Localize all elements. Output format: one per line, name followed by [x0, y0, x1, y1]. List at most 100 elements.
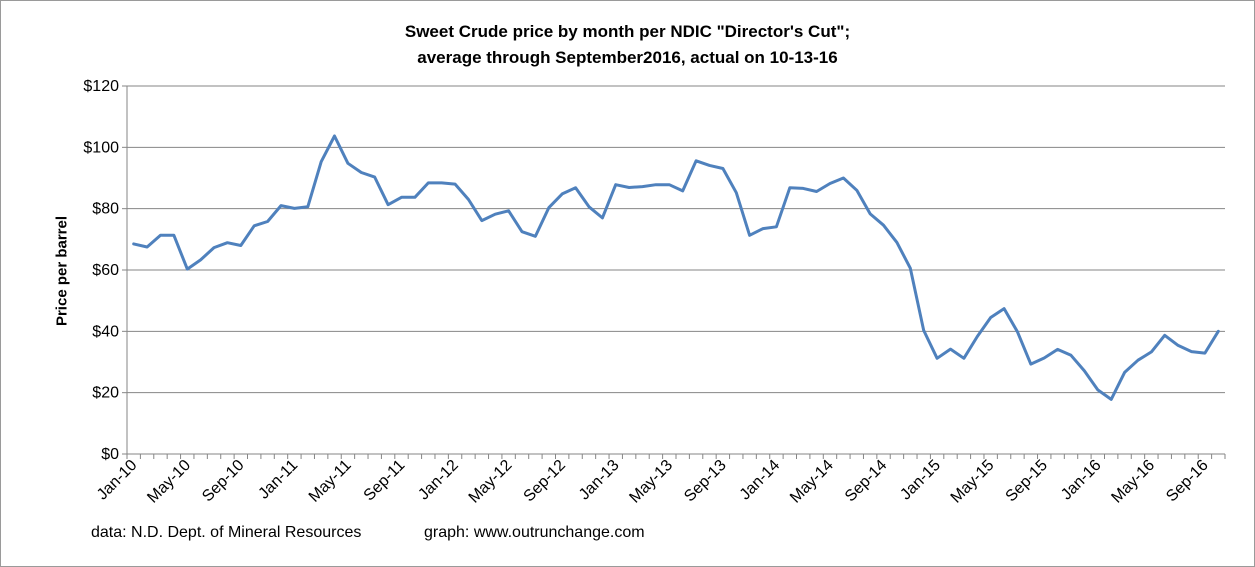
data-point: [440, 181, 443, 184]
data-point: [172, 234, 175, 237]
data-point: [815, 190, 818, 193]
x-tick-label: Sep-11: [361, 457, 409, 505]
y-tick-label: $80: [92, 201, 119, 218]
data-point: [775, 225, 778, 228]
data-point: [1043, 357, 1046, 360]
data-point: [668, 183, 671, 186]
chart-title-line-2: average through September2016, actual on…: [417, 48, 838, 67]
data-point: [480, 219, 483, 222]
data-point: [869, 212, 872, 215]
data-point: [547, 206, 550, 209]
data-point: [588, 205, 591, 208]
y-tick-label: $100: [83, 139, 119, 156]
data-point: [802, 187, 805, 190]
data-point: [1110, 398, 1113, 401]
data-point: [320, 160, 323, 163]
x-tick-label: May-12: [466, 457, 516, 507]
chart-title-line-1: Sweet Crude price by month per NDIC "Dir…: [404, 22, 851, 41]
data-point: [721, 167, 724, 170]
data-point: [1217, 330, 1220, 333]
data-point: [293, 207, 296, 210]
data-point: [708, 164, 711, 167]
data-point: [1123, 371, 1126, 374]
data-point: [882, 224, 885, 227]
data-point: [494, 213, 497, 216]
data-point: [266, 220, 269, 223]
data-point: [949, 348, 952, 351]
y-tick-label: $40: [92, 323, 119, 340]
data-point: [1070, 354, 1073, 357]
data-point: [280, 204, 283, 207]
data-point: [695, 159, 698, 162]
data-point: [253, 224, 256, 227]
data-point: [1003, 307, 1006, 310]
data-point: [735, 191, 738, 194]
data-point: [132, 242, 135, 245]
data-point: [1056, 348, 1059, 351]
x-tick-labels: Jan-10 May-10 Sep-10 Jan-11 May-11 Sep-11 Jan-…: [94, 457, 1212, 507]
data-point: [976, 335, 979, 338]
data-point: [534, 235, 537, 238]
data-point: [922, 329, 925, 332]
data-point: [601, 216, 604, 219]
x-tick-label: May-15: [948, 457, 998, 507]
data-point: [909, 267, 912, 270]
data-source-note: data: N.D. Dept. of Mineral Resources: [91, 524, 362, 541]
data-point: [239, 244, 242, 247]
x-tick-label: Sep-12: [521, 457, 570, 506]
y-tick-label: $60: [92, 262, 119, 279]
x-tick-label: Jan-14: [737, 457, 784, 504]
data-point: [842, 177, 845, 180]
x-tick-label: May-16: [1108, 457, 1158, 507]
data-point: [400, 196, 403, 199]
data-point: [654, 183, 657, 186]
data-point: [1096, 388, 1099, 391]
graph-credit-note: graph: www.outrunchange.com: [424, 524, 645, 541]
x-tick-label: Sep-15: [1003, 457, 1052, 506]
data-point: [1016, 330, 1019, 333]
data-point: [146, 246, 149, 249]
series-line-sweet-crude: [132, 134, 1220, 401]
data-point: [213, 246, 216, 249]
x-tick-label: Jan-12: [415, 457, 462, 504]
series-layer: [132, 134, 1220, 401]
x-tick-label: May-14: [787, 457, 837, 507]
x-tick-label: Jan-15: [897, 457, 944, 504]
data-point: [507, 209, 510, 212]
data-point: [855, 189, 858, 192]
x-tick-label: Jan-11: [255, 457, 301, 503]
data-point: [962, 357, 965, 360]
data-point: [413, 196, 416, 199]
data-point: [1137, 359, 1140, 362]
data-point: [226, 241, 229, 244]
y-tick-label: $20: [92, 385, 119, 402]
data-point: [521, 230, 524, 233]
data-point: [186, 268, 189, 271]
data-point: [574, 186, 577, 189]
data-point: [427, 181, 430, 184]
data-point: [788, 186, 791, 189]
data-point: [936, 357, 939, 360]
data-point: [681, 189, 684, 192]
data-point: [614, 183, 617, 186]
data-point: [1203, 352, 1206, 355]
data-point: [641, 185, 644, 188]
data-point: [346, 162, 349, 165]
data-point: [1083, 369, 1086, 372]
data-point: [628, 186, 631, 189]
data-point: [1029, 363, 1032, 366]
data-point: [387, 203, 390, 206]
x-tick-label: Sep-14: [842, 457, 891, 506]
data-point: [989, 316, 992, 319]
x-tick-label: May-11: [306, 457, 355, 506]
x-tick-label: Sep-16: [1163, 457, 1212, 506]
x-tick-label: Sep-13: [681, 457, 730, 506]
data-point: [373, 176, 376, 179]
data-point: [561, 192, 564, 195]
axes: [122, 85, 1226, 459]
data-point: [360, 171, 363, 174]
x-tick-label: Jan-16: [1058, 457, 1105, 504]
data-point: [1150, 350, 1153, 353]
